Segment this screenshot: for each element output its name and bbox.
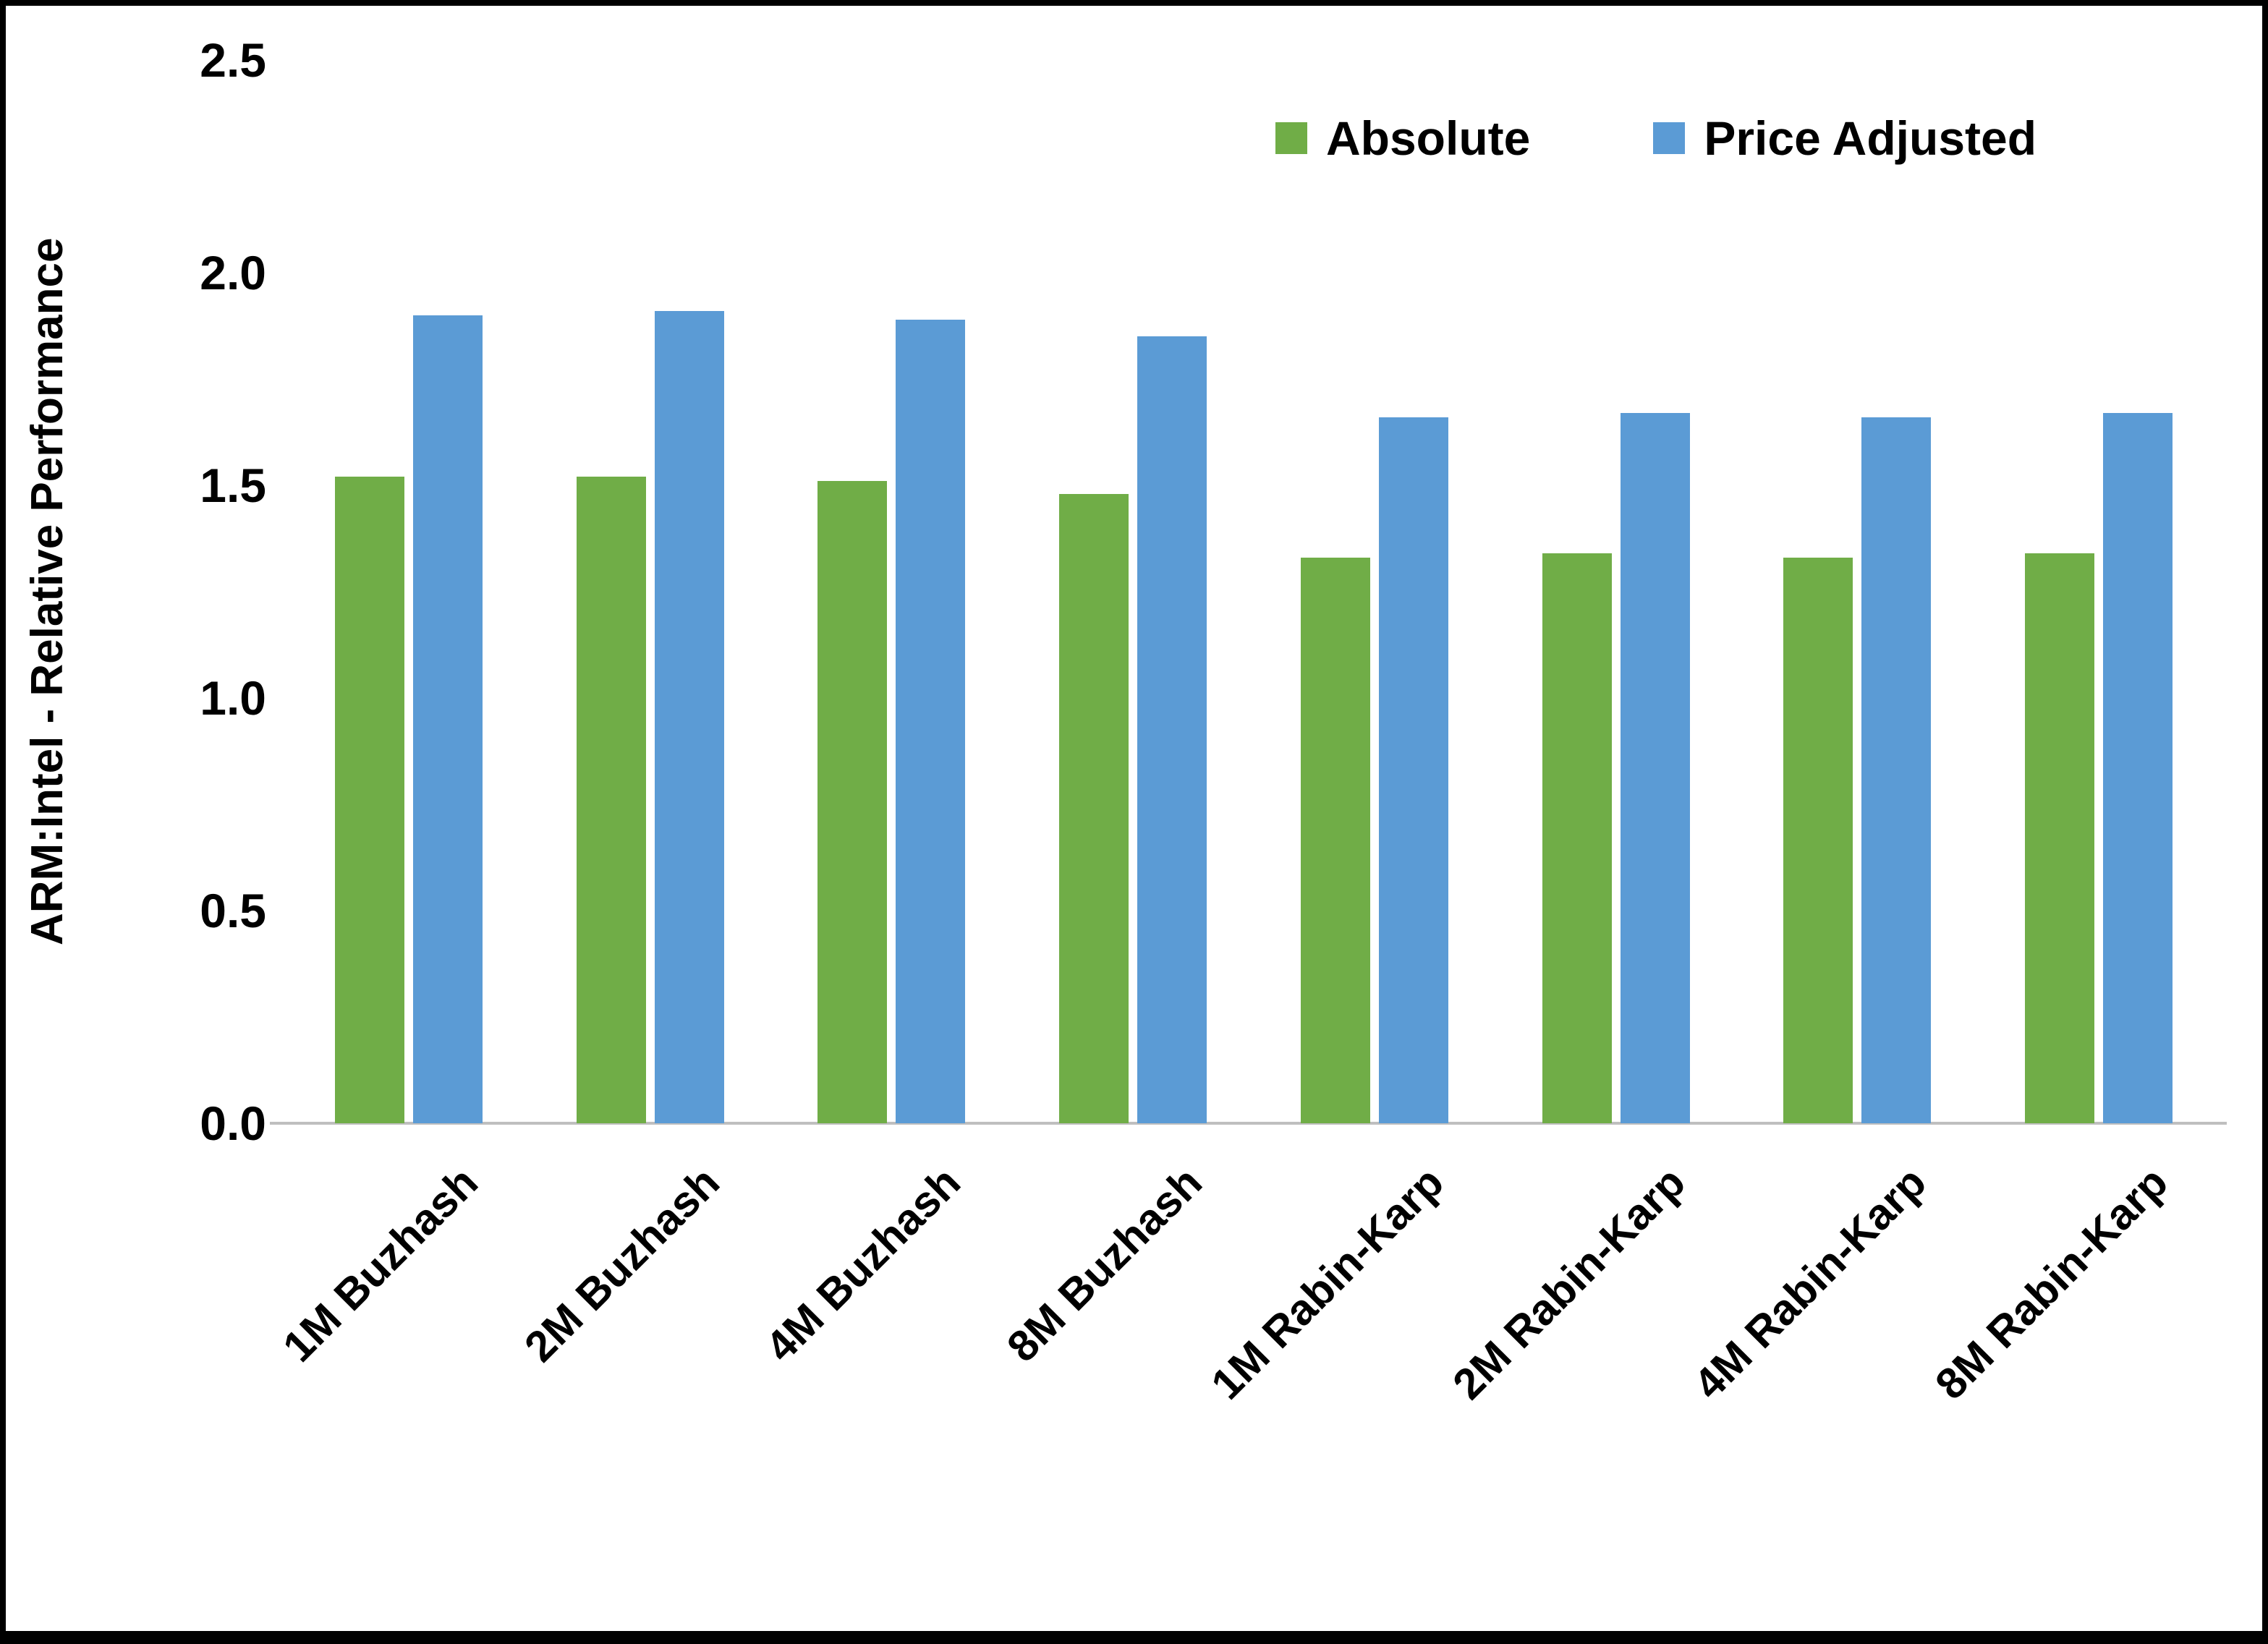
y-tick-label: 1.0 — [200, 671, 266, 725]
bar-absolute — [576, 477, 646, 1123]
bar-absolute — [334, 477, 404, 1123]
bar-absolute — [817, 481, 888, 1123]
bar-price-adjusted — [412, 315, 483, 1123]
bar-price-adjusted — [1137, 336, 1207, 1123]
legend-label: Absolute — [1326, 111, 1531, 165]
bar-absolute — [1783, 557, 1853, 1123]
y-axis-tick-labels: 0.0 0.5 1.0 1.5 2.0 2.5 — [56, 33, 266, 1150]
y-tick-label: 0.0 — [200, 1096, 266, 1150]
bar-absolute — [1059, 493, 1129, 1123]
bar-price-adjusted — [1378, 417, 1448, 1123]
legend: Absolute Price Adjusted — [1275, 111, 2036, 166]
bar-absolute — [1300, 557, 1370, 1123]
bar-price-adjusted — [896, 319, 966, 1123]
x-axis-category-labels: 1M Buzhash 2M Buzhash 4M Buzhash 8M Buzhash… — [273, 1149, 2220, 1510]
plot-area — [270, 60, 2227, 1125]
legend-label: Price Adjusted — [1704, 111, 2037, 165]
legend-item-absolute: Absolute — [1275, 111, 1530, 166]
y-tick-label: 1.5 — [200, 459, 266, 512]
legend-swatch — [1653, 122, 1686, 154]
bar-price-adjusted — [1620, 413, 1690, 1123]
bar-price-adjusted — [1861, 417, 1932, 1123]
y-tick-label: 2.0 — [200, 246, 266, 299]
bar-absolute — [2025, 553, 2095, 1123]
bar-price-adjusted — [2103, 413, 2173, 1123]
legend-item-price-adjusted: Price Adjusted — [1653, 111, 2036, 166]
legend-swatch — [1275, 122, 1307, 154]
x-axis-line — [270, 1122, 2227, 1125]
bar-absolute — [1542, 553, 1612, 1123]
y-tick-label: 0.5 — [200, 884, 266, 937]
bar-price-adjusted — [654, 310, 724, 1123]
y-tick-label: 2.5 — [200, 33, 266, 87]
